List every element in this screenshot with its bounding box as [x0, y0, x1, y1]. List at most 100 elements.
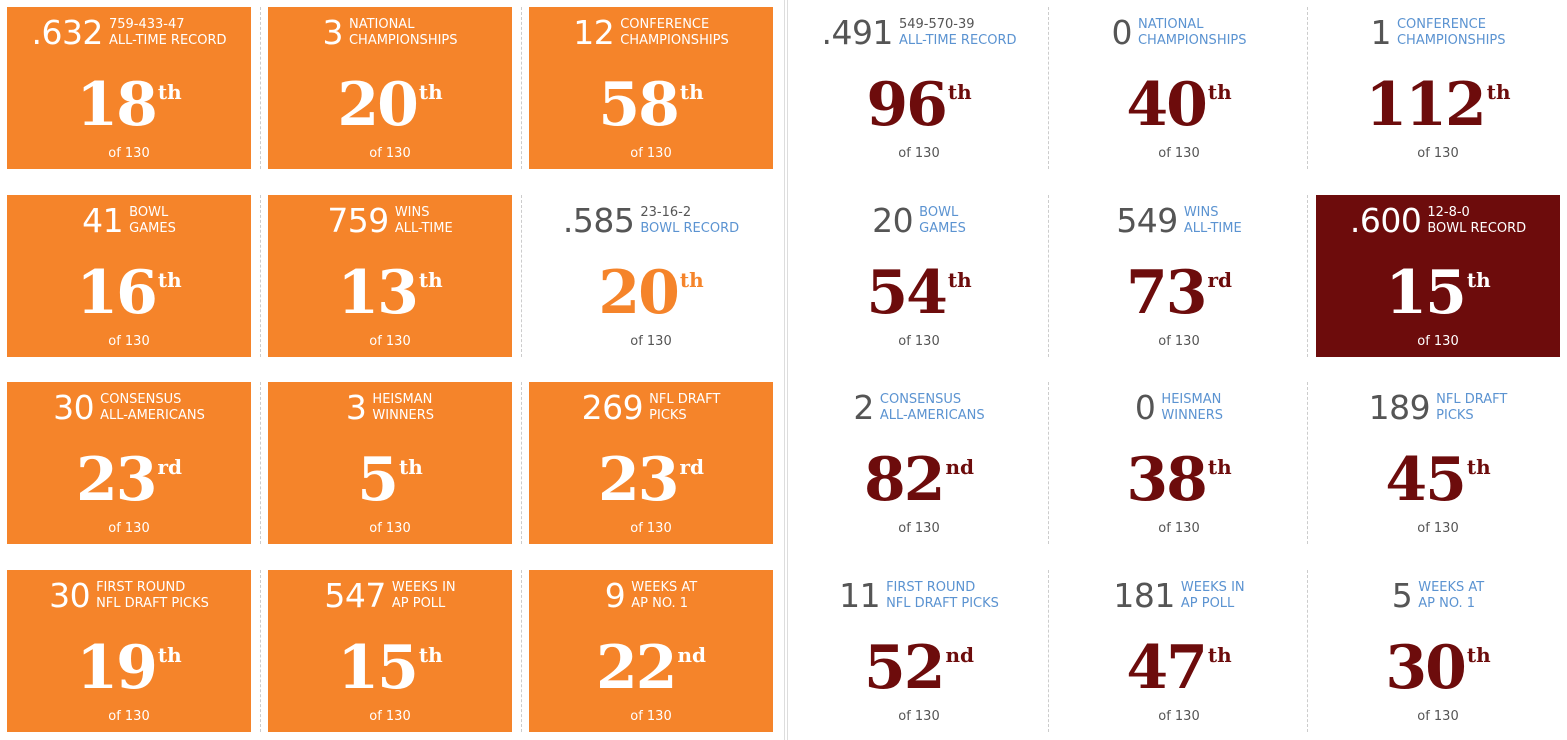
card-header: 189 NFL DRAFT PICKS [1316, 390, 1560, 426]
card-header: .600 12-8-0 BOWL RECORD [1316, 203, 1560, 239]
rank-number: 112 [1365, 70, 1486, 140]
record: 12-8-0 [1427, 205, 1470, 220]
stat-value: 0 [1111, 13, 1132, 52]
stat-value: 30 [49, 576, 91, 615]
rank-number: 73 [1125, 258, 1207, 328]
rank-number: 19 [76, 633, 157, 703]
stat-label: FIRST ROUND NFL DRAFT PICKS [886, 580, 999, 612]
rank-number: 52 [863, 633, 945, 703]
stat-label: NFL DRAFT PICKS [1436, 392, 1507, 424]
label-line: WINS [394, 205, 430, 220]
label-line: AP NO. 1 [631, 596, 689, 611]
rank-suffix: th [1207, 80, 1232, 104]
stat-label: NATIONAL CHAMPIONSHIPS [349, 17, 458, 49]
card-separator [521, 570, 522, 732]
label-line: BOWL [919, 205, 959, 220]
card-header: 759 WINS ALL-TIME [268, 203, 512, 239]
card-header: 30 CONSENSUS ALL-AMERICANS [7, 390, 251, 426]
label-line: HEISMAN [372, 392, 433, 407]
rank-suffix: th [157, 268, 182, 292]
label-line: CONFERENCE [1396, 17, 1486, 32]
stat-value: .585 [562, 201, 635, 240]
label-line: CHAMPIONSHIPS [1137, 33, 1247, 48]
out-of: of 130 [1158, 521, 1200, 536]
card-header: 12 CONFERENCE CHAMPIONSHIPS [529, 15, 773, 51]
out-of: of 130 [630, 334, 672, 349]
rank-number: 15 [337, 633, 418, 703]
stat-value: 0 [1134, 388, 1156, 427]
out-of: of 130 [108, 709, 150, 724]
card-header: 41 BOWL GAMES [7, 203, 251, 239]
card-separator [521, 382, 522, 544]
stat-label: CONFERENCE CHAMPIONSHIPS [620, 17, 729, 49]
rank-suffix: th [1207, 643, 1232, 667]
stat-value: 30 [53, 388, 95, 427]
label-line: CHAMPIONSHIPS [348, 33, 458, 48]
rank-number: 47 [1126, 633, 1207, 703]
label-line: PICKS [1436, 408, 1474, 423]
rank-suffix: nd [945, 643, 975, 667]
rank-number: 45 [1385, 445, 1466, 515]
card-header: 549 WINS ALL-TIME [1057, 203, 1301, 239]
stat-value: 547 [324, 576, 386, 615]
rank-number: 58 [598, 70, 679, 140]
stat-value: 20 [872, 201, 914, 240]
card-header: 5 WEEKS AT AP NO. 1 [1316, 578, 1560, 614]
label-line: ALL-TIME RECORD [108, 33, 227, 48]
rank-suffix: nd [945, 455, 975, 479]
rank-suffix: th [157, 80, 182, 104]
stat-label: 759-433-47 ALL-TIME RECORD [109, 17, 227, 49]
label-line: NFL DRAFT [1436, 392, 1508, 407]
record: 549-570-39 [898, 17, 975, 32]
stat-label: WEEKS AT AP NO. 1 [1418, 580, 1484, 612]
rank-number: 15 [1385, 258, 1466, 328]
rank-suffix: th [418, 80, 443, 104]
label-line: BOWL [129, 205, 169, 220]
rank-number: 23 [597, 445, 679, 515]
stat-value: 1 [1370, 13, 1391, 52]
out-of: of 130 [108, 334, 150, 349]
rank-suffix: th [1466, 455, 1491, 479]
card-separator [1048, 7, 1049, 169]
label-line: NATIONAL [1137, 17, 1204, 32]
stat-value: 9 [604, 576, 626, 615]
label-line: WINNERS [372, 408, 435, 423]
label-line: WEEKS IN [1180, 580, 1245, 595]
rank-number: 5 [357, 445, 399, 515]
label-line: CONSENSUS [879, 392, 962, 407]
card-header: 11 FIRST ROUND NFL DRAFT PICKS [797, 578, 1041, 614]
rank-suffix: rd [679, 455, 705, 479]
rank-suffix: th [398, 455, 423, 479]
label-line: ALL-AMERICANS [879, 408, 985, 423]
label-line: BOWL RECORD [640, 221, 740, 236]
stat-value: 189 [1368, 388, 1431, 427]
stat-value: .632 [31, 13, 103, 52]
rank-number: 96 [866, 70, 947, 140]
label-line: BOWL RECORD [1427, 221, 1527, 236]
label-line: ALL-TIME RECORD [898, 33, 1017, 48]
label-line: NATIONAL [348, 17, 415, 32]
out-of: of 130 [1158, 334, 1200, 349]
stat-label: CONFERENCE CHAMPIONSHIPS [1397, 17, 1506, 49]
stat-label: 549-570-39 ALL-TIME RECORD [899, 17, 1017, 49]
